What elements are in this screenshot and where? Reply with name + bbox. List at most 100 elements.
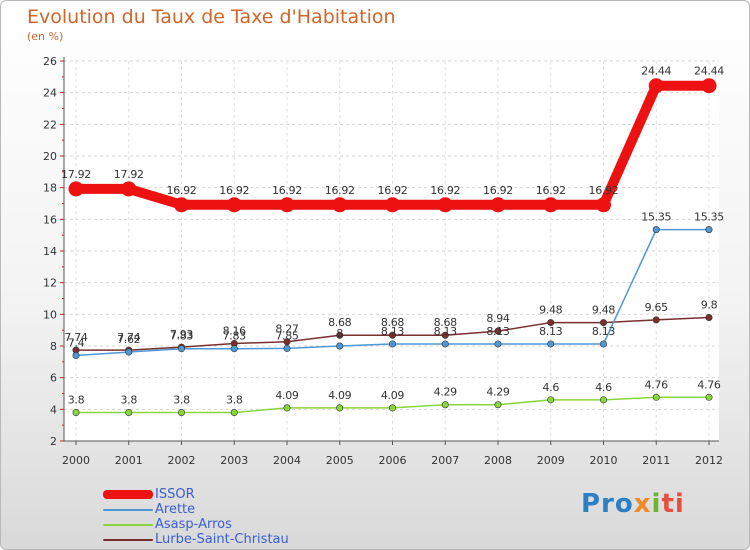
y-tick-label: 16 [43,213,57,226]
series-arette [72,226,713,359]
y-tick-label: 18 [43,182,57,195]
data-point [652,226,660,234]
y-tick-label: 4 [50,403,57,416]
data-label: 8.68 [381,316,405,329]
x-tick-label: 2006 [379,454,407,467]
x-tick-label: 2005 [326,454,354,467]
data-point [490,197,506,213]
data-label: 16.92 [483,184,513,197]
y-tick-label: 12 [43,277,57,290]
x-tick-label: 2004 [273,454,301,467]
data-point [543,197,559,213]
x-tick-label: 2000 [62,454,90,467]
data-point [230,408,238,416]
data-label: 4.29 [434,386,458,399]
data-point [385,197,400,213]
data-label: 4.09 [381,389,405,402]
data-point [701,78,717,94]
data-point [178,408,186,416]
y-tick-label: 14 [43,245,57,258]
data-label: 15.35 [694,211,724,224]
data-label: 16.92 [219,184,249,197]
data-point [336,331,344,339]
legend-swatch [103,523,153,526]
legend-item: Arette [103,502,289,517]
data-point [705,226,713,234]
data-label: 3.8 [226,394,243,407]
data-label: 15.35 [641,211,671,224]
x-tick-label: 2001 [115,454,143,467]
legend-label: Arette [155,502,196,517]
x-tick-label: 2009 [537,454,565,467]
data-point [230,345,238,353]
legend-label: Asasp-Arros [155,517,232,532]
legend-swatch [103,490,153,499]
legend-item: Lurbe-Saint-Christau [103,532,289,547]
data-label: 16.92 [325,184,355,197]
data-label: 8.13 [381,325,405,338]
data-point [121,181,137,197]
data-label: 17.92 [61,168,91,181]
y-tick-label: 10 [43,308,57,321]
data-label: 3.8 [120,394,137,407]
proxiti-logo: Proxiti [581,489,685,519]
data-point [441,401,449,409]
data-point [596,197,611,213]
data-label: 9.48 [592,304,616,317]
data-label: 7.83 [170,330,194,343]
chart-y-unit-label: (en %) [27,30,64,43]
legend-label: ISSOR [155,487,195,502]
data-label: 9.65 [645,301,669,314]
data-label: 4.76 [645,378,669,391]
data-point [652,393,660,401]
legend-item: Asasp-Arros [103,517,289,532]
data-label: 16.92 [536,184,566,197]
data-label: 16.92 [430,184,460,197]
y-tick-label: 6 [50,372,57,385]
legend-label: Lurbe-Saint-Christau [155,532,289,547]
series-issor [68,78,717,213]
data-point [388,331,396,339]
data-label: 3.8 [68,394,85,407]
data-label: 7.83 [223,330,247,343]
data-point [599,340,607,348]
data-point [441,331,449,339]
data-label: 7.62 [117,333,140,346]
data-point [494,401,502,409]
chart-legend: ISSOR Arette Asasp-Arros Lurbe-Saint-Christ… [103,487,289,547]
data-point [441,340,449,348]
data-label: 7.4 [68,337,85,350]
data-point [336,342,344,350]
legend-item: ISSOR [103,487,289,502]
data-label: 16.92 [167,184,197,197]
data-label: 4.09 [275,389,299,402]
data-point [283,344,291,352]
data-label: 17.92 [114,168,144,181]
data-label: 4.6 [542,381,559,394]
data-label: 4.76 [697,378,721,391]
x-tick-label: 2003 [220,454,248,467]
data-point [494,327,502,335]
data-point [226,197,242,213]
chart-title: Evolution du Taux de Taxe d'Habitation [27,6,396,28]
data-point [599,319,607,327]
data-label: 16.92 [589,184,619,197]
data-label: 8 [336,327,343,340]
data-label: 8.13 [539,325,563,338]
data-point [652,316,660,324]
data-label: 8.94 [486,312,510,325]
data-point [547,340,555,348]
data-point [705,393,713,401]
data-point [68,181,84,197]
x-tick-label: 2002 [168,454,196,467]
data-label: 24.44 [694,65,724,78]
y-tick-label: 20 [43,150,57,163]
x-tick-label: 2010 [590,454,618,467]
data-point [72,408,80,416]
legend-swatch [103,538,153,541]
data-label: 7.74 [64,331,88,344]
data-point [72,351,80,359]
data-point [547,396,555,404]
y-tick-label: 22 [43,118,57,131]
